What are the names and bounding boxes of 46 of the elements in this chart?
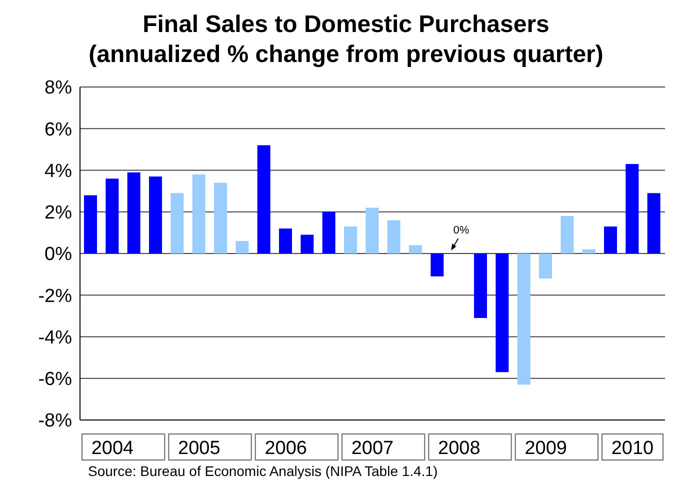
x-tick-label: 2005 [178,438,220,459]
bar [604,226,617,254]
y-tick-label: 4% [44,160,72,182]
bar [409,245,422,254]
source-note: Source: Bureau of Economic Analysis (NIPA Table 1.4.1) [88,463,438,479]
y-tick-label: -4% [38,327,72,348]
bar [647,193,660,254]
chart-title: Final Sales to Domestic Purchasers [142,10,550,40]
bar [192,174,206,254]
bar [366,208,379,254]
y-tick-label: 6% [44,119,72,140]
bar [560,216,574,254]
bar [279,228,292,254]
x-tick-label: 2010 [611,438,654,459]
bar [387,220,400,254]
bar [582,249,596,254]
bar [106,178,119,254]
bar [84,195,97,254]
y-tick-label: 8% [44,78,72,99]
bar [517,254,530,385]
data-label: 0% [453,224,470,236]
bar [322,212,336,254]
y-tick-label: -2% [38,286,72,307]
bar [214,182,227,254]
bar [127,172,140,254]
bar [236,241,249,254]
y-tick-label: 0% [44,244,72,266]
bar [474,254,487,318]
bar [496,254,509,372]
bar [539,254,552,278]
bar [430,254,444,276]
y-tick-label: -8% [38,410,72,432]
bar [626,164,639,254]
x-tick-label: 2007 [351,438,394,459]
x-tick-label: 2006 [264,438,307,459]
chart-subtitle: (annualized % change from previous quarter) [88,40,604,70]
x-tick-label: 2009 [524,438,567,459]
y-tick-label: -6% [38,369,72,390]
bar [257,145,270,254]
bar [149,176,162,254]
bar [170,193,184,254]
y-tick-label: 2% [44,202,72,224]
x-tick-label: 2004 [91,438,134,459]
bar [344,226,357,254]
x-tick-label: 2008 [438,438,480,459]
bar [300,234,314,254]
